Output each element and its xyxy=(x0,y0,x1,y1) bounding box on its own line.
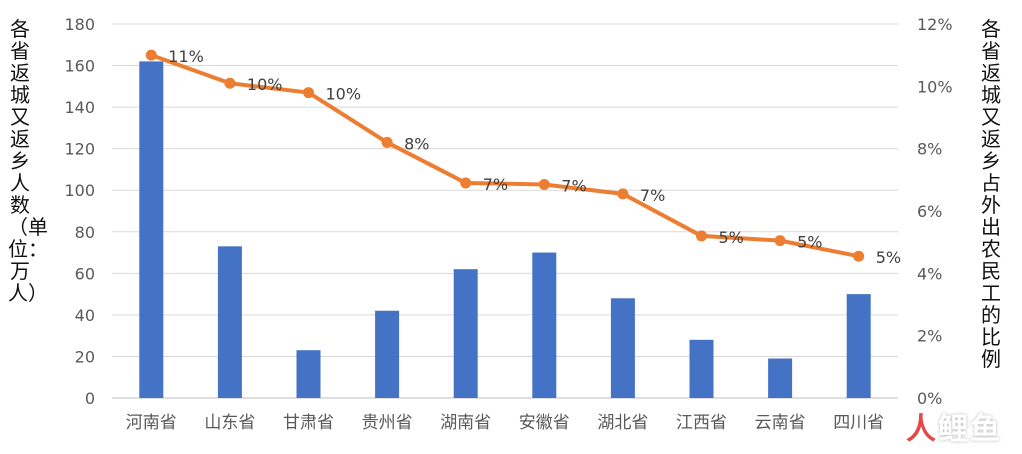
bar xyxy=(532,252,557,398)
data-label: 10% xyxy=(326,85,362,104)
y2-tick-label: 0% xyxy=(917,389,942,408)
bar xyxy=(453,269,478,398)
y2-tick-label: 12% xyxy=(917,15,953,34)
y-tick-label: 60 xyxy=(75,264,95,283)
y-tick-label: 40 xyxy=(75,306,95,325)
y2-tick-label: 2% xyxy=(917,327,942,346)
x-tick-label: 河南省 xyxy=(126,413,177,433)
bar xyxy=(139,61,164,399)
bar xyxy=(846,294,871,398)
y2-tick-label: 10% xyxy=(917,77,953,96)
data-label: 10% xyxy=(247,75,283,94)
y2-axis-label: 各省返城又返乡占外出农民工的比例 xyxy=(981,17,1001,371)
line-point xyxy=(617,188,629,200)
line-path xyxy=(150,53,860,259)
y-tick-label: 20 xyxy=(75,347,95,366)
bar xyxy=(296,350,321,398)
bar xyxy=(610,298,635,398)
x-tick-label: 湖北省 xyxy=(597,413,648,433)
data-label: 5% xyxy=(719,228,744,247)
data-label: 8% xyxy=(404,134,429,153)
gridlines xyxy=(112,23,898,399)
data-label: 7% xyxy=(561,177,586,196)
watermark-mark: 人 xyxy=(906,412,938,447)
bar xyxy=(375,310,400,398)
bar-series xyxy=(139,61,871,399)
watermark-text: 鲤鱼 xyxy=(938,412,1002,447)
x-tick-label: 安徽省 xyxy=(519,413,570,433)
line-point xyxy=(853,250,865,262)
watermark: 人鲤鱼 xyxy=(906,404,1002,448)
y-tick-label: 80 xyxy=(75,223,95,242)
y-tick-label: 120 xyxy=(64,140,95,159)
data-label: 5% xyxy=(876,248,901,267)
y-tick-label: 180 xyxy=(64,15,95,34)
line-point xyxy=(774,235,786,247)
bar xyxy=(689,339,714,398)
data-label: 11% xyxy=(168,47,204,66)
line-series: 11% 10% 10% 8% 7% 7% 7% 5% 5% 5% xyxy=(145,47,901,267)
x-tick-label: 云南省 xyxy=(755,413,806,433)
y-tick-label: 140 xyxy=(64,98,95,117)
y2-tick-label: 4% xyxy=(917,264,942,283)
data-label: 7% xyxy=(483,175,508,194)
line-point xyxy=(303,87,314,99)
y-tick-label: 0 xyxy=(85,389,95,408)
line-point xyxy=(381,136,393,148)
data-label: 5% xyxy=(797,233,822,252)
y2-tick-label: 6% xyxy=(917,202,942,221)
y-tick-label: 100 xyxy=(64,181,95,200)
x-tick-label: 湖南省 xyxy=(440,413,491,433)
line-point xyxy=(460,177,472,189)
line-point xyxy=(538,179,550,191)
line-point xyxy=(145,49,157,61)
y2-tick-label: 8% xyxy=(917,140,942,159)
data-label: 7% xyxy=(640,186,665,205)
line-point xyxy=(696,230,707,242)
x-tick-label: 甘肃省 xyxy=(283,413,334,433)
x-tick-label: 江西省 xyxy=(676,413,727,433)
axis-labels: 0 20 40 60 80 100 120 140 160 180 0% 2% 4% 6% 8% 10% 12%… xyxy=(64,15,952,433)
bar xyxy=(768,358,793,398)
x-tick-label: 四川省 xyxy=(833,413,884,433)
x-tick-label: 贵州省 xyxy=(362,413,413,433)
y-tick-label: 160 xyxy=(64,57,95,76)
x-tick-label: 山东省 xyxy=(204,413,255,433)
bar xyxy=(217,246,242,398)
line-point xyxy=(224,77,236,89)
